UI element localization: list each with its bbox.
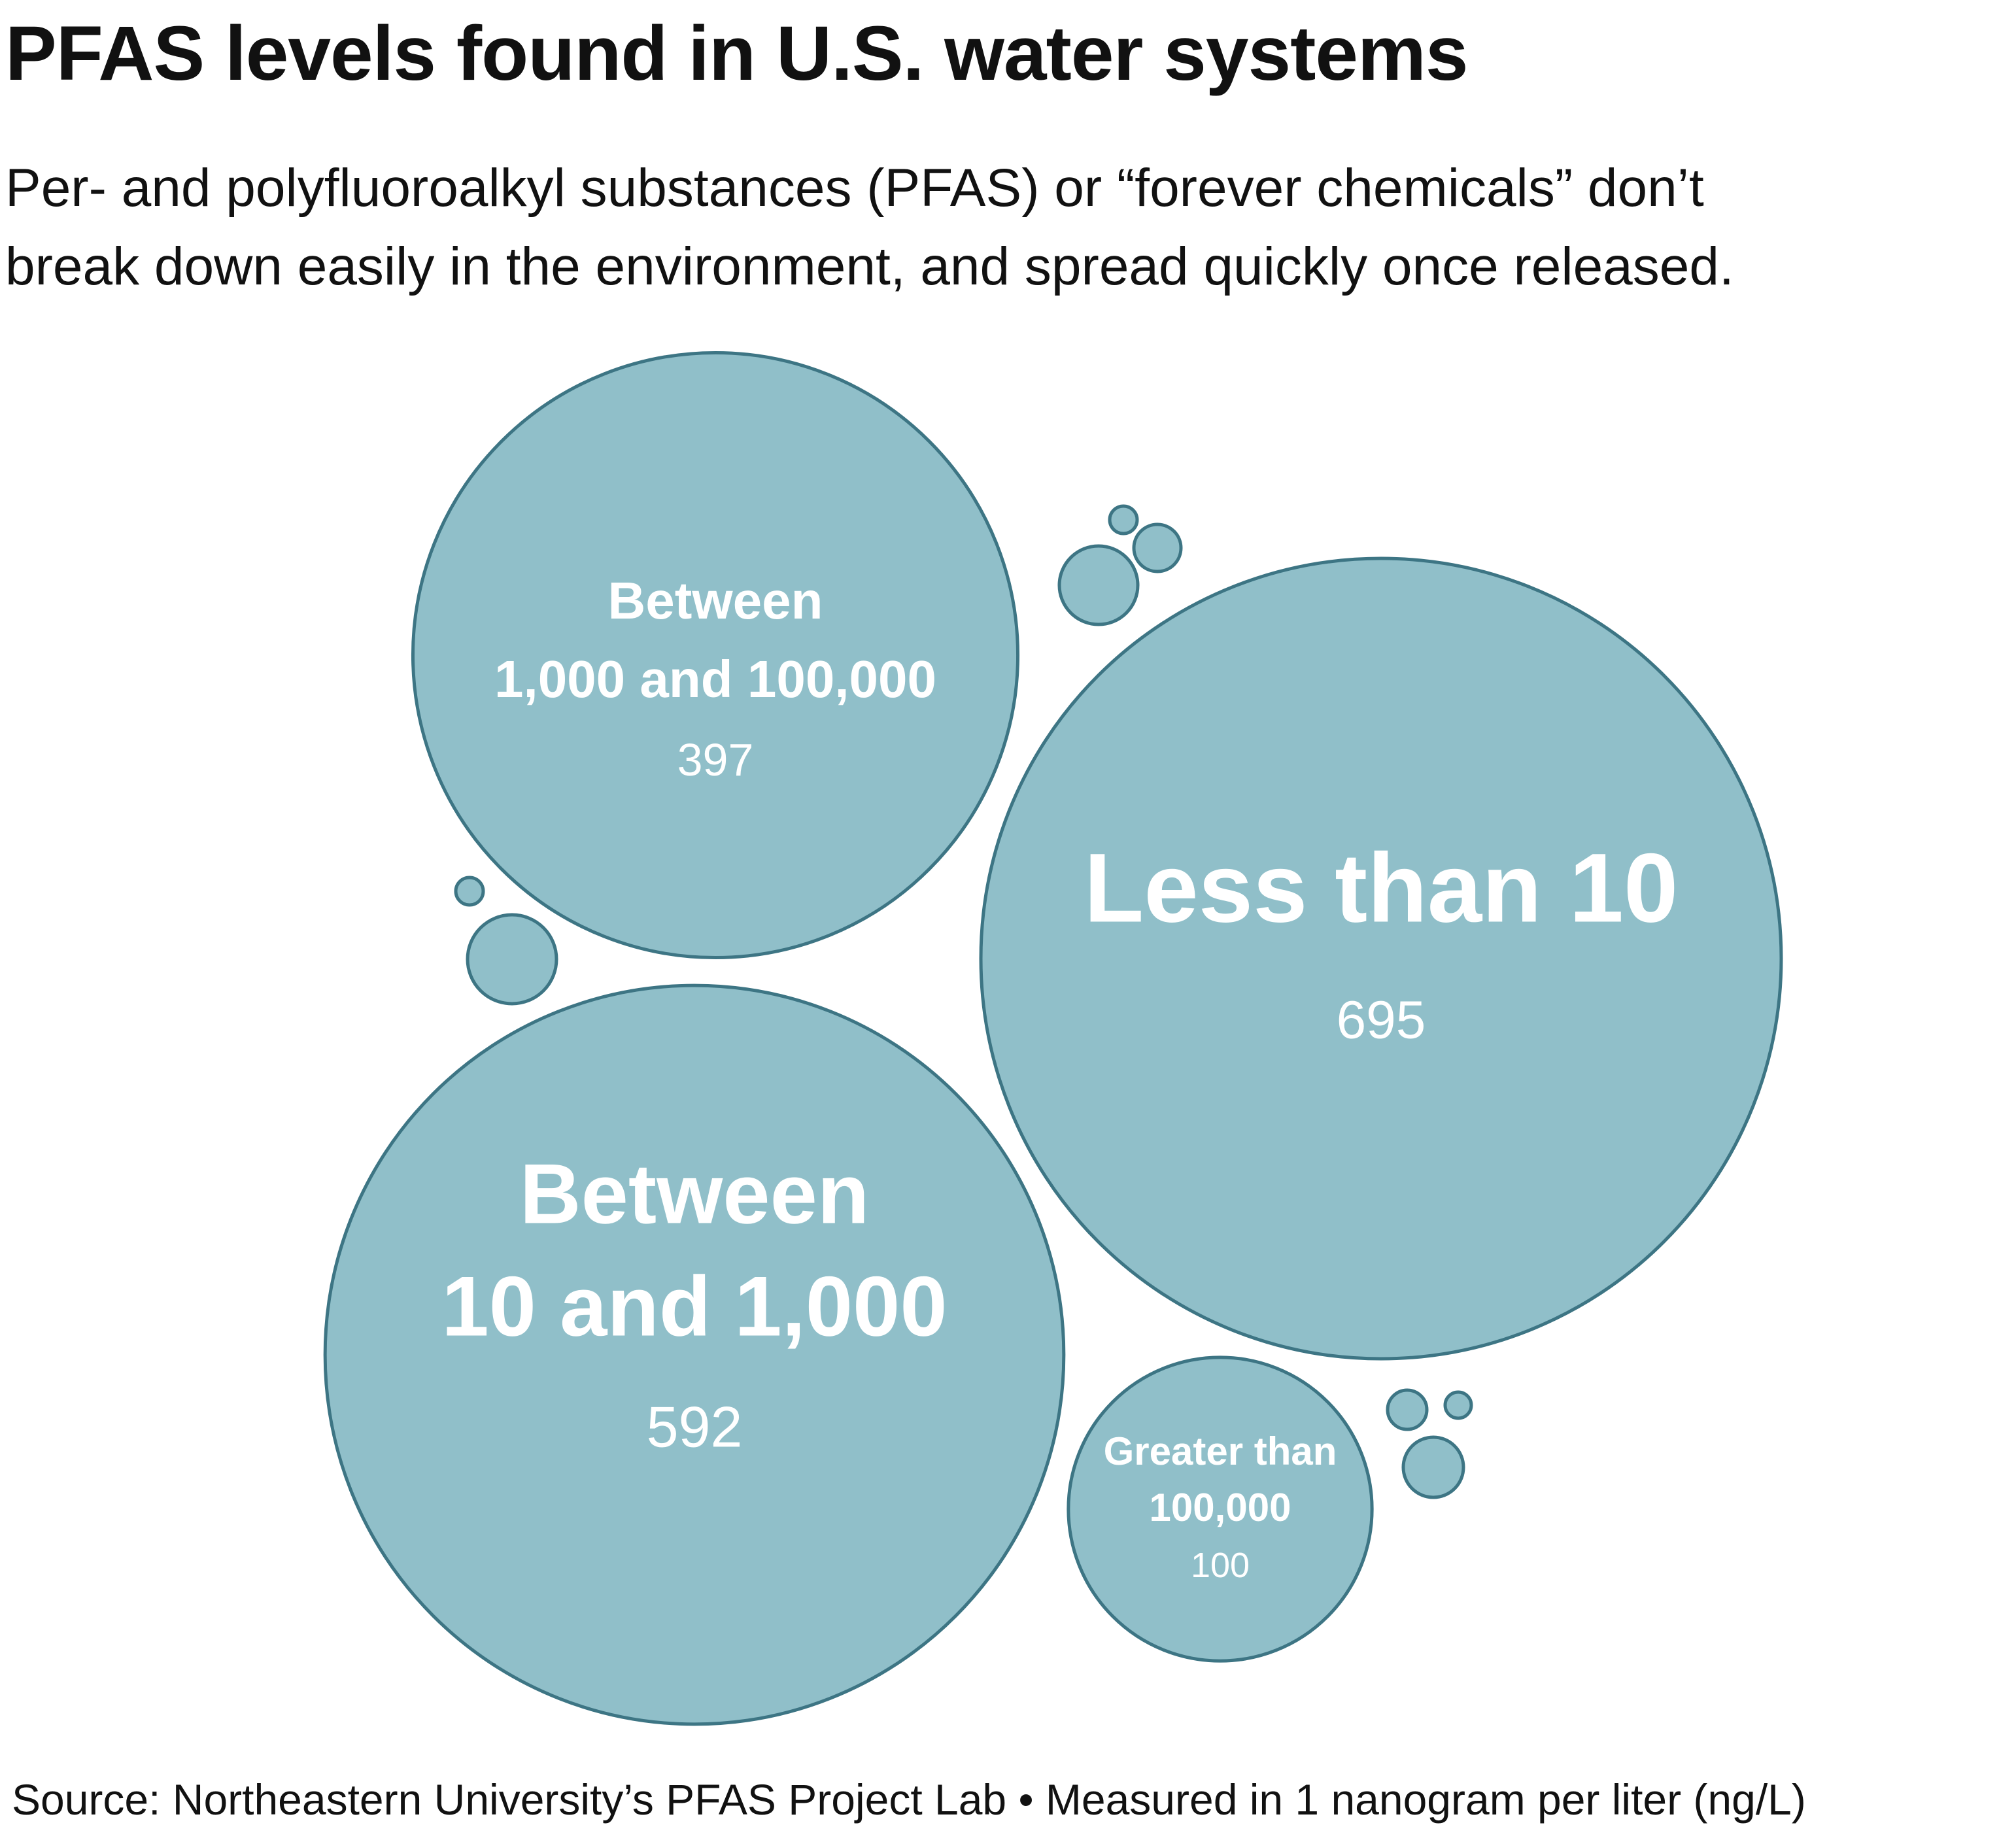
bubble-label-line: 10 and 1,000 <box>441 1259 947 1354</box>
droplet <box>1132 522 1183 573</box>
bubble-label-line: Less than 10 <box>1084 833 1679 943</box>
decorative-droplets <box>454 504 1473 1499</box>
bubble-circle <box>411 350 1020 960</box>
bubble-label-line: 1,000 and 100,000 <box>494 650 936 708</box>
droplet <box>1443 1390 1473 1420</box>
bubble-value: 397 <box>677 734 754 785</box>
bubble-3: Between 1,000 and 100,000 397 <box>411 350 1020 960</box>
chart-subtitle: Per- and polyfluoroalkyl substances (PFA… <box>5 149 2006 306</box>
bubble-value: 592 <box>647 1395 743 1459</box>
droplet <box>1401 1435 1465 1499</box>
droplet <box>1057 544 1140 626</box>
bubble-1: Less than 10 695 <box>979 556 1783 1361</box>
bubble-2: Between 10 and 1,000 592 <box>323 983 1066 1726</box>
bubble-label-line: Between <box>608 571 823 630</box>
source-note: Source: Northeastern University’s PFAS P… <box>12 1775 1806 1824</box>
subtitle-line-2: break down easily in the environment, an… <box>5 237 1734 296</box>
droplet <box>466 913 558 1006</box>
bubble-label-line: 100,000 <box>1150 1486 1291 1529</box>
subtitle-line-1: Per- and polyfluoroalkyl substances (PFA… <box>5 158 1704 218</box>
bubble-value: 695 <box>1337 991 1426 1050</box>
chart-title: PFAS levels found in U.S. water systems <box>5 10 1469 97</box>
bubble-label-line: Between <box>520 1146 870 1242</box>
bubble-4: Greater than 100,000 100 <box>1067 1355 1374 1663</box>
bubble-circle <box>979 556 1783 1361</box>
bubble-value: 100 <box>1191 1546 1250 1585</box>
droplet <box>454 876 485 907</box>
bubble-circle <box>1067 1355 1374 1663</box>
bubble-label-line: Greater than <box>1104 1429 1337 1473</box>
droplet <box>1108 504 1139 536</box>
droplet <box>1386 1388 1429 1431</box>
bubble-circle <box>323 983 1066 1726</box>
